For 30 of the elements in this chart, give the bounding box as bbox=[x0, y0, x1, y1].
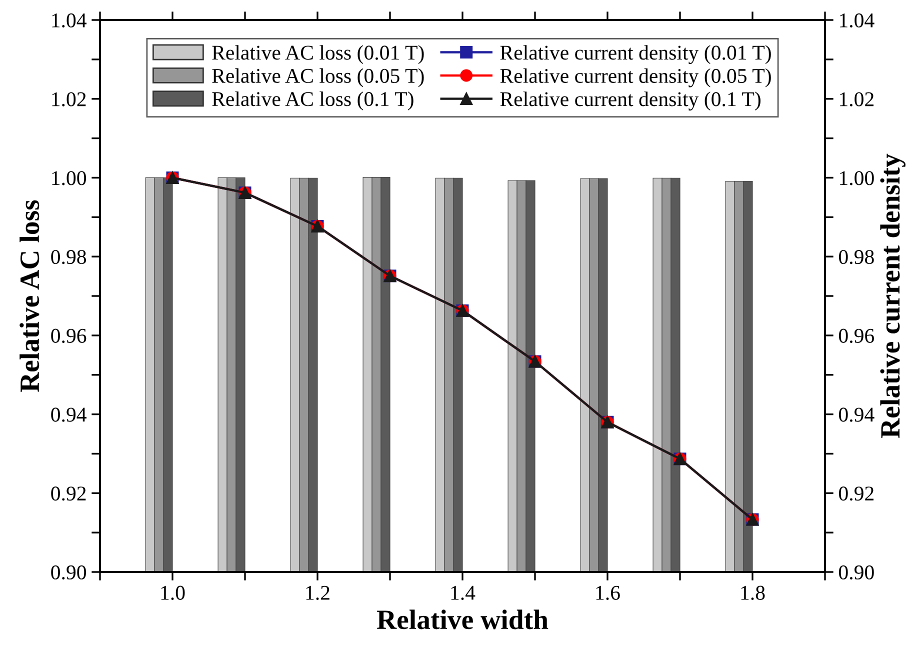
y-tick-label: 0.90 bbox=[51, 565, 86, 580]
y-tick-label: 1.02 bbox=[52, 92, 86, 106]
y2-tick-label: 0.96 bbox=[838, 328, 874, 343]
y-tick-label: 0.92 bbox=[51, 486, 86, 501]
legend-label: Relative AC loss (0.05 T) bbox=[212, 68, 424, 88]
y2-tick-label: 0.90 bbox=[838, 565, 874, 580]
y2-tick-label: 1.02 bbox=[840, 92, 874, 106]
y2-axis-title: Relative current density bbox=[880, 154, 906, 438]
x-tick-label: 1.2 bbox=[306, 586, 330, 600]
y2-tick-label: 0.92 bbox=[838, 486, 874, 501]
y-tick-label: 0.96 bbox=[51, 328, 86, 343]
legend-label: Relative current density (0.1 T) bbox=[500, 92, 760, 111]
y2-tick-label: 1.04 bbox=[840, 13, 874, 28]
x-axis-title: Relative width bbox=[376, 610, 548, 630]
y-tick-label: 0.98 bbox=[51, 250, 86, 264]
x-tick-label: 1.6 bbox=[596, 586, 620, 600]
y-axis-title: Relative AC loss bbox=[20, 200, 40, 392]
legend-label: Relative AC loss (0.01 T) bbox=[212, 45, 424, 64]
y-tick-label: 1.00 bbox=[52, 171, 86, 186]
y-tick-label: 0.94 bbox=[51, 408, 86, 422]
y2-tick-label: 1.00 bbox=[840, 171, 874, 186]
legend-label: Relative AC loss (0.1 T) bbox=[212, 91, 414, 110]
legend-label: Relative current density (0.05 T) bbox=[500, 68, 771, 88]
x-tick-label: 1.4 bbox=[451, 586, 476, 600]
legend-label: Relative current density (0.01 T) bbox=[500, 45, 771, 64]
x-tick-label: 1.0 bbox=[161, 586, 185, 600]
y2-tick-label: 0.98 bbox=[838, 250, 874, 264]
y2-tick-label: 0.94 bbox=[838, 408, 874, 422]
x-tick-label: 1.8 bbox=[741, 586, 765, 600]
y-tick-label: 1.04 bbox=[52, 13, 86, 28]
